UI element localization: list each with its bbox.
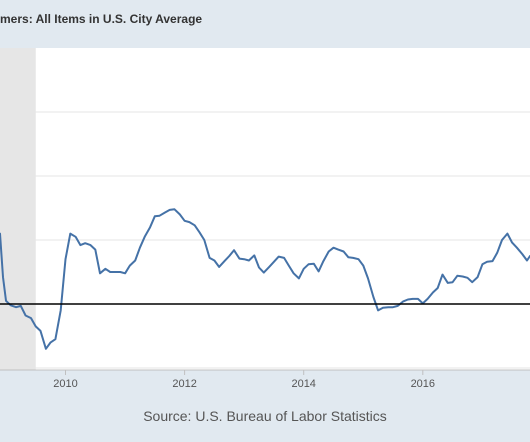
x-tick-label: 2014 [291,378,315,390]
x-tick-label: 2012 [172,378,196,390]
source-note: Source: U.S. Bureau of Labor Statistics [143,408,387,424]
chart-title: mers: All Items in U.S. City Average [0,12,203,26]
series-line [0,208,530,350]
plot-area-background [0,48,530,370]
x-tick-label: 2016 [411,378,435,390]
recession-shading [0,48,36,370]
x-tick-label: 2010 [53,378,77,390]
line-chart: 2010 2012 2014 2016 [0,48,530,390]
